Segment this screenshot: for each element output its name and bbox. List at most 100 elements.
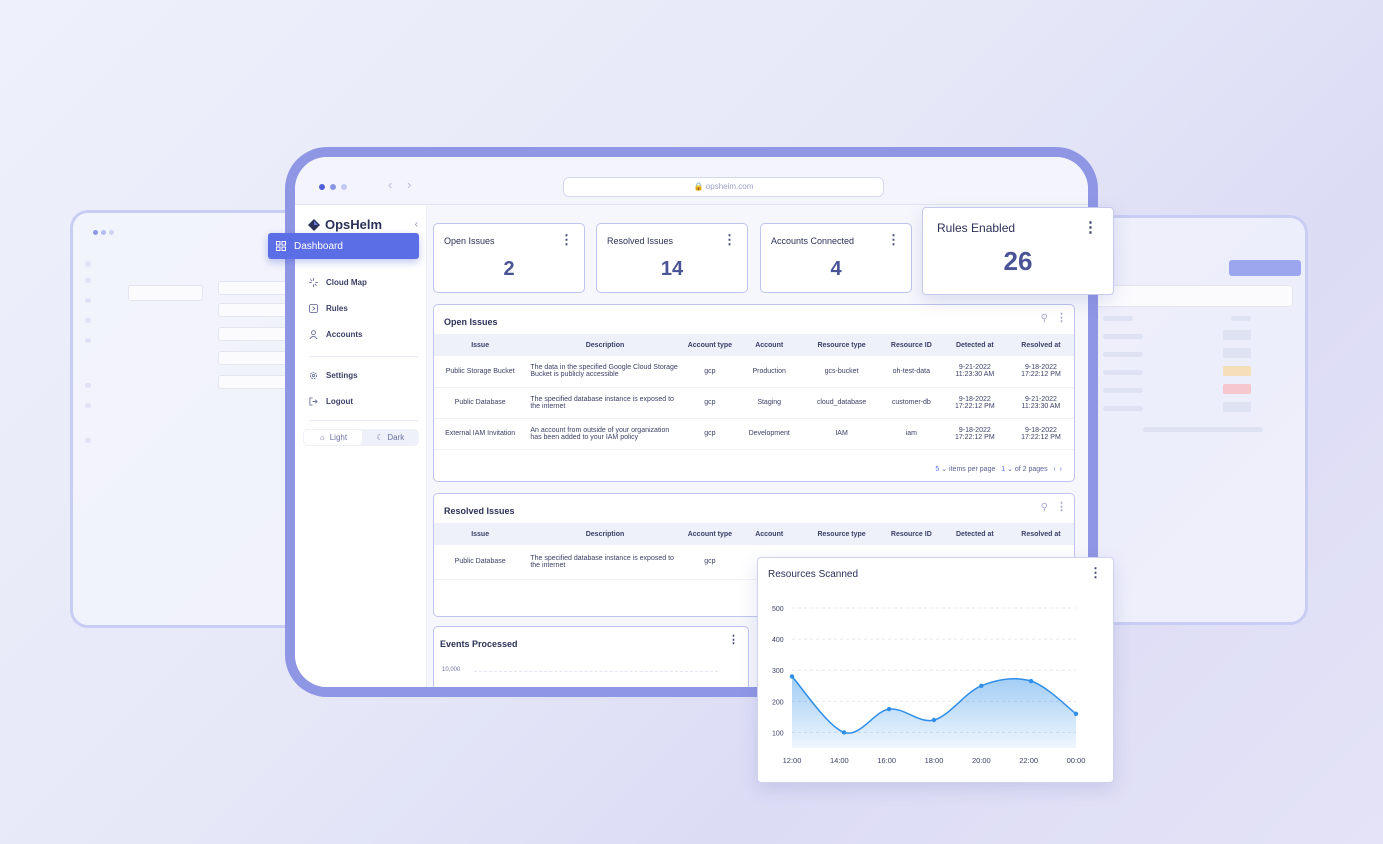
stat-value: 14	[660, 258, 684, 280]
y-tick-label: 500	[772, 606, 784, 613]
column-header[interactable]: Issue	[434, 334, 527, 356]
x-tick-label: 00:00	[1067, 756, 1086, 765]
dark-label: Dark	[387, 433, 405, 442]
sidebar-item-settings[interactable]: Settings	[309, 371, 358, 380]
per-page-select[interactable]: 5	[935, 466, 940, 473]
collapse-sidebar-icon[interactable]: ‹	[414, 219, 418, 230]
sidebar-item-label: Settings	[326, 371, 358, 380]
table-cell: 9-18-2022 17:22:12 PM	[1007, 418, 1074, 450]
x-tick-label: 14:00	[830, 756, 849, 765]
open-issues-panel: Open Issues ⚲ ⋮ Issue Description Account …	[433, 304, 1075, 482]
column-header[interactable]: Account	[736, 523, 803, 545]
sidebar-item-cloud-map[interactable]: Cloud Map	[309, 278, 367, 287]
sidebar-item-rules[interactable]: Rules	[309, 304, 348, 313]
y-tick-label: 400	[772, 637, 784, 644]
column-header[interactable]: Description	[526, 523, 684, 545]
column-header[interactable]: Resolved at	[1007, 523, 1074, 545]
sidebar-item-label: Accounts	[326, 330, 363, 339]
browser-toolbar: ‹ › 🔒 opsheim.com	[295, 157, 1088, 205]
window-dot-icon	[341, 184, 347, 190]
kebab-menu-icon[interactable]: ⋮	[723, 232, 736, 247]
kebab-menu-icon[interactable]: ⋮	[1089, 565, 1102, 580]
stat-value: 2	[503, 258, 515, 280]
resources-scanned-chart: 100 200 300 400 500 12:00 14:00 16:00 18:00 20:00…	[772, 606, 1086, 765]
table-cell: gcp	[683, 418, 737, 450]
sidebar-item-label: Dashboard	[294, 240, 343, 252]
column-header[interactable]: Resource type	[802, 523, 881, 545]
page-select[interactable]: 1	[1001, 466, 1006, 473]
data-point	[789, 674, 795, 679]
table-row[interactable]: Public Database The specified database in…	[434, 387, 1074, 419]
table-cell: customer-db	[880, 387, 942, 419]
back-icon[interactable]: ‹	[388, 177, 393, 192]
window-dot-icon	[330, 184, 336, 190]
forward-icon[interactable]: ›	[407, 177, 412, 192]
sidebar-item-logout[interactable]: Logout	[309, 397, 353, 406]
url-bar[interactable]: 🔒 opsheim.com	[563, 177, 884, 197]
table-cell: The specified database instance is expos…	[526, 387, 684, 419]
table-cell: gcp	[683, 356, 737, 388]
table-cell: Development	[736, 418, 803, 450]
prev-page-icon[interactable]: ‹	[1053, 466, 1056, 473]
x-tick-label: 16:00	[877, 756, 896, 765]
sidebar-divider	[309, 420, 418, 421]
y-tick-label: 100	[772, 730, 784, 737]
table-cell: IAM	[802, 418, 881, 450]
table-cell: Public Database	[434, 545, 527, 580]
x-tick-label: 18:00	[925, 756, 944, 765]
stat-card-resolved-issues[interactable]: Resolved Issues ⋮ 14	[596, 223, 748, 293]
column-header[interactable]: Resolved at	[1007, 334, 1074, 356]
column-header[interactable]: Description	[526, 334, 684, 356]
open-issues-table: Issue Description Account type Account Resou…	[434, 334, 1074, 450]
sun-icon: ☼	[318, 433, 326, 442]
search-icon[interactable]: ⚲	[1040, 502, 1048, 513]
sidebar-item-label: Logout	[326, 397, 354, 406]
column-header[interactable]: Resource type	[802, 334, 881, 356]
data-point	[1073, 711, 1079, 716]
column-header[interactable]: Detected at	[941, 523, 1008, 545]
next-page-icon[interactable]: ›	[1059, 466, 1062, 473]
column-header[interactable]: Resource ID	[880, 334, 942, 356]
cloud-map-icon	[309, 278, 318, 287]
opshelm-logo-icon	[308, 218, 320, 231]
sidebar-item-accounts[interactable]: Accounts	[309, 330, 362, 339]
dark-theme-option[interactable]: ☾ Dark	[362, 430, 420, 445]
kebab-menu-icon[interactable]: ⋮	[887, 232, 900, 247]
kebab-menu-icon[interactable]: ⋮	[560, 232, 573, 247]
x-tick-label: 12:00	[783, 756, 802, 765]
table-cell: gcp	[683, 387, 737, 419]
data-point	[841, 730, 847, 735]
table-row[interactable]: External IAM Invitation An account from o…	[434, 418, 1074, 450]
sidebar-item-dashboard[interactable]: Dashboard	[268, 233, 419, 259]
stat-card-rules-enabled[interactable]: Rules Enabled ⋮ 26	[922, 207, 1114, 295]
stat-title: Accounts Connected	[771, 236, 855, 246]
data-point	[931, 717, 937, 723]
panel-title: Events Processed	[440, 639, 518, 649]
column-header[interactable]: Account	[736, 334, 803, 356]
stat-card-open-issues[interactable]: Open Issues ⋮ 2	[433, 223, 585, 293]
data-point	[886, 706, 892, 712]
kebab-menu-icon[interactable]: ⋮	[1083, 219, 1098, 236]
table-cell: Public Storage Bucket	[434, 356, 527, 388]
kebab-menu-icon[interactable]: ⋮	[728, 634, 739, 646]
grid-icon	[276, 241, 286, 251]
kebab-menu-icon[interactable]: ⋮	[1056, 312, 1067, 324]
brand-logo[interactable]: OpsHelm	[308, 217, 382, 232]
y-tick-label: 200	[772, 699, 784, 706]
search-icon[interactable]: ⚲	[1040, 313, 1048, 324]
column-header[interactable]: Account type	[683, 523, 737, 545]
table-row[interactable]: Public Storage Bucket The data in the spe…	[434, 356, 1074, 388]
per-page-label: items per page	[949, 466, 996, 473]
column-header[interactable]: Resource ID	[880, 523, 942, 545]
sidebar-item-label: Rules	[326, 304, 348, 313]
table-cell: 9-18-2022 17:22:12 PM	[941, 418, 1008, 450]
column-header[interactable]: Issue	[434, 523, 527, 545]
light-theme-option[interactable]: ☼ Light	[304, 430, 362, 445]
pagination: 5 ⌄ items per page 1 ⌄ of 2 pages ‹ ›	[935, 466, 1062, 473]
chart-title: Resources Scanned	[768, 569, 859, 580]
stat-card-accounts-connected[interactable]: Accounts Connected ⋮ 4	[760, 223, 912, 293]
table-cell: The data in the specified Google Cloud S…	[526, 356, 684, 388]
kebab-menu-icon[interactable]: ⋮	[1056, 501, 1067, 513]
column-header[interactable]: Detected at	[941, 334, 1008, 356]
column-header[interactable]: Account type	[683, 334, 737, 356]
